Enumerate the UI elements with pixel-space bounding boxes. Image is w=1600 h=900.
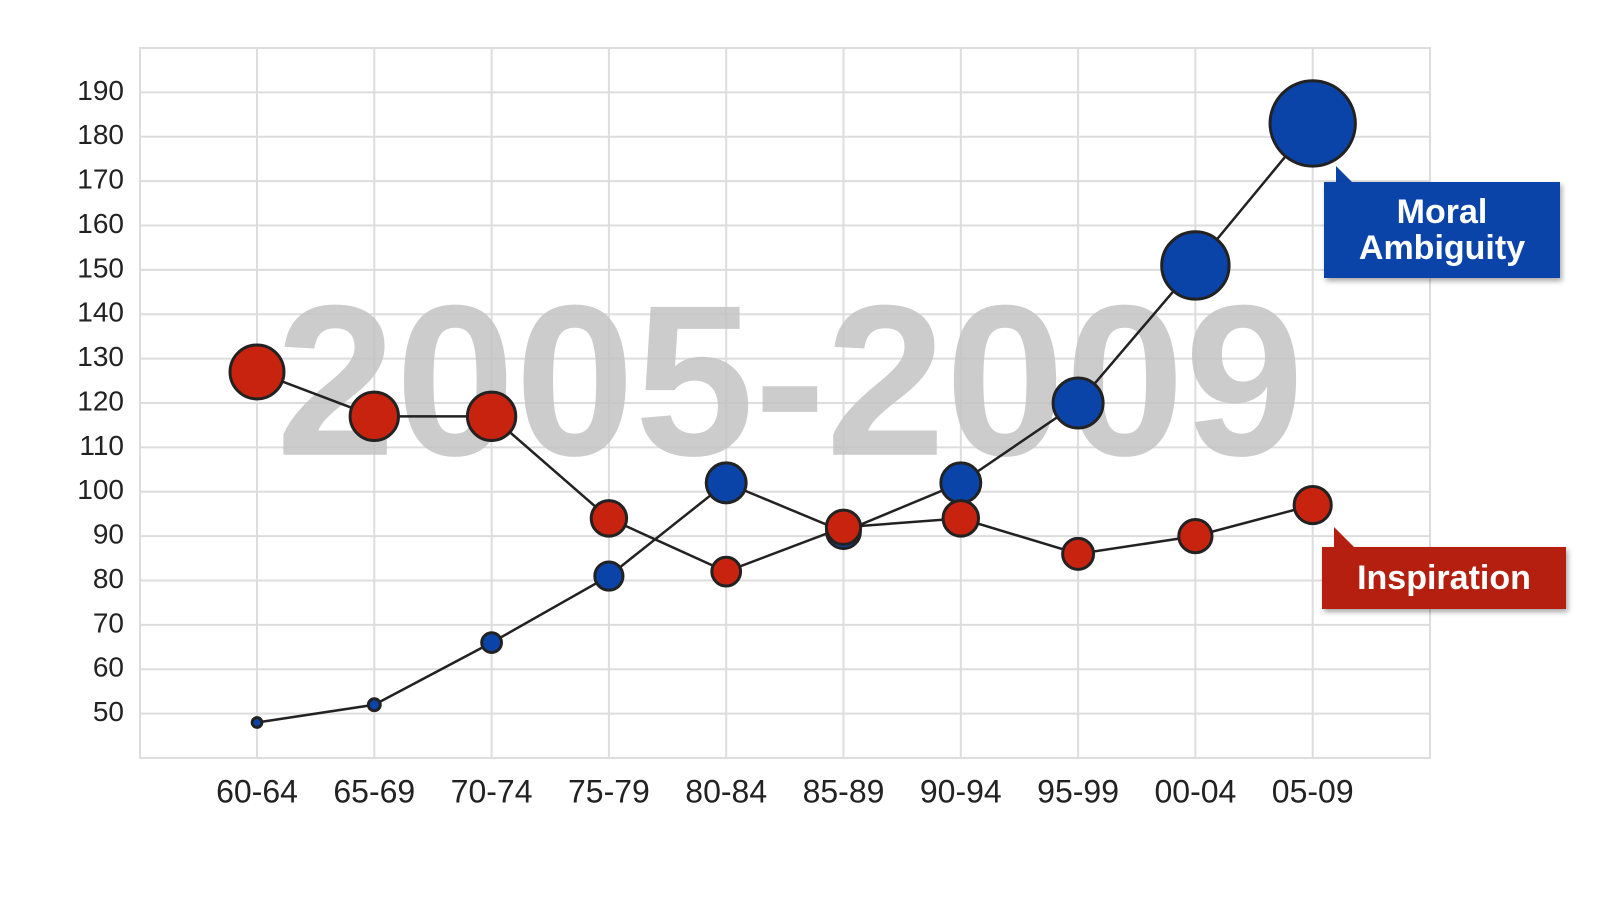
y-tick-label: 60 bbox=[93, 652, 124, 683]
x-tick-label: 05-09 bbox=[1272, 773, 1354, 809]
bubble bbox=[939, 461, 983, 505]
watermark: 2005-2009 bbox=[276, 260, 1304, 501]
y-tick-label: 130 bbox=[77, 341, 124, 372]
y-tick-label: 170 bbox=[77, 164, 124, 195]
x-tick-label: 00-04 bbox=[1154, 773, 1236, 809]
y-tick-label: 120 bbox=[77, 385, 124, 416]
bubble bbox=[1061, 536, 1096, 571]
x-tick-label: 90-94 bbox=[920, 773, 1002, 809]
x-tick-label: 95-99 bbox=[1037, 773, 1119, 809]
y-tick-label: 90 bbox=[93, 519, 124, 550]
bubble bbox=[465, 390, 518, 442]
y-tick-label: 140 bbox=[77, 297, 124, 328]
bubble bbox=[228, 343, 286, 401]
bubble bbox=[366, 697, 382, 713]
series-tag: Moral Ambiguity bbox=[1324, 182, 1560, 278]
bubble bbox=[710, 555, 743, 588]
y-tick-label: 190 bbox=[77, 75, 124, 106]
x-tick-label: 85-89 bbox=[803, 773, 885, 809]
bubble bbox=[1268, 79, 1357, 168]
y-tick-label: 50 bbox=[93, 696, 124, 727]
bubble bbox=[941, 499, 981, 538]
y-tick-label: 100 bbox=[77, 474, 124, 505]
bubble bbox=[1177, 518, 1214, 555]
x-tick-label: 60-64 bbox=[216, 773, 298, 809]
series-tag: Inspiration bbox=[1322, 547, 1566, 609]
y-tick-label: 180 bbox=[77, 119, 124, 150]
x-tick-label: 65-69 bbox=[333, 773, 415, 809]
y-tick-label: 150 bbox=[77, 252, 124, 283]
bubble bbox=[250, 716, 264, 729]
series-line bbox=[256, 370, 1314, 573]
bubble bbox=[589, 499, 629, 538]
bubble bbox=[480, 631, 503, 655]
x-tick-label: 80-84 bbox=[685, 773, 767, 809]
x-tick-label: 70-74 bbox=[451, 773, 533, 809]
bubble bbox=[824, 508, 863, 546]
y-tick-label: 110 bbox=[79, 430, 124, 461]
bubble bbox=[1292, 485, 1333, 526]
y-tick-label: 70 bbox=[93, 607, 124, 638]
x-tick-label: 75-79 bbox=[568, 773, 650, 809]
bubble bbox=[1160, 230, 1231, 301]
bubble bbox=[704, 461, 748, 505]
bubble bbox=[348, 390, 400, 442]
bubble bbox=[593, 560, 625, 592]
y-tick-label: 80 bbox=[93, 563, 124, 594]
bubble bbox=[1051, 376, 1105, 430]
series-line bbox=[256, 122, 1314, 724]
y-tick-label: 160 bbox=[77, 208, 124, 239]
